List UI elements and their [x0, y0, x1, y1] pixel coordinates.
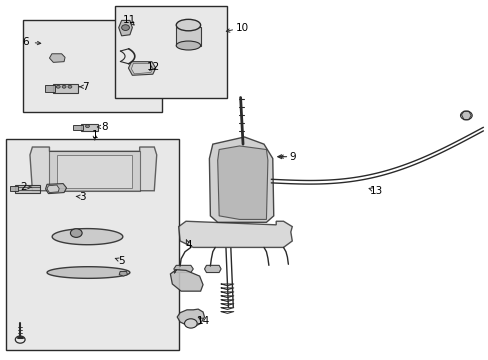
Text: 5: 5 [118, 256, 124, 266]
Text: 14: 14 [196, 316, 209, 325]
Polygon shape [128, 62, 156, 75]
Polygon shape [170, 270, 203, 291]
Polygon shape [177, 309, 204, 326]
Circle shape [62, 85, 66, 88]
Polygon shape [30, 147, 157, 191]
Text: 2: 2 [20, 182, 27, 192]
Text: 10: 10 [235, 23, 248, 33]
FancyBboxPatch shape [115, 6, 227, 98]
Polygon shape [49, 54, 65, 62]
Text: 12: 12 [146, 62, 160, 72]
Circle shape [68, 85, 72, 88]
Polygon shape [44, 85, 55, 92]
Polygon shape [45, 184, 66, 194]
Ellipse shape [176, 41, 200, 50]
Circle shape [70, 229, 82, 237]
Polygon shape [57, 155, 132, 188]
Polygon shape [81, 124, 98, 131]
Polygon shape [47, 267, 130, 278]
Text: 6: 6 [22, 37, 29, 47]
Polygon shape [204, 265, 221, 273]
Circle shape [122, 25, 129, 31]
Polygon shape [53, 84, 78, 93]
Polygon shape [209, 137, 273, 222]
Polygon shape [217, 146, 267, 220]
Circle shape [184, 319, 197, 328]
Polygon shape [49, 151, 140, 191]
Polygon shape [119, 271, 127, 276]
FancyBboxPatch shape [22, 21, 161, 112]
Polygon shape [10, 186, 18, 192]
Text: 8: 8 [101, 122, 107, 132]
FancyBboxPatch shape [5, 139, 178, 350]
Text: 3: 3 [79, 192, 86, 202]
Polygon shape [119, 21, 132, 36]
Polygon shape [73, 125, 82, 130]
Text: 1: 1 [91, 130, 98, 140]
Polygon shape [47, 185, 59, 193]
Circle shape [56, 85, 60, 88]
Text: 13: 13 [369, 186, 382, 196]
Ellipse shape [176, 19, 200, 31]
Polygon shape [173, 265, 193, 273]
Text: 4: 4 [185, 239, 191, 249]
Polygon shape [15, 185, 40, 193]
Text: 7: 7 [81, 82, 88, 92]
Text: 11: 11 [123, 15, 136, 26]
Polygon shape [178, 221, 292, 247]
Polygon shape [461, 111, 470, 120]
Text: 9: 9 [288, 152, 295, 162]
Polygon shape [52, 229, 122, 245]
Circle shape [85, 125, 89, 128]
Polygon shape [176, 27, 200, 45]
Polygon shape [131, 63, 153, 74]
